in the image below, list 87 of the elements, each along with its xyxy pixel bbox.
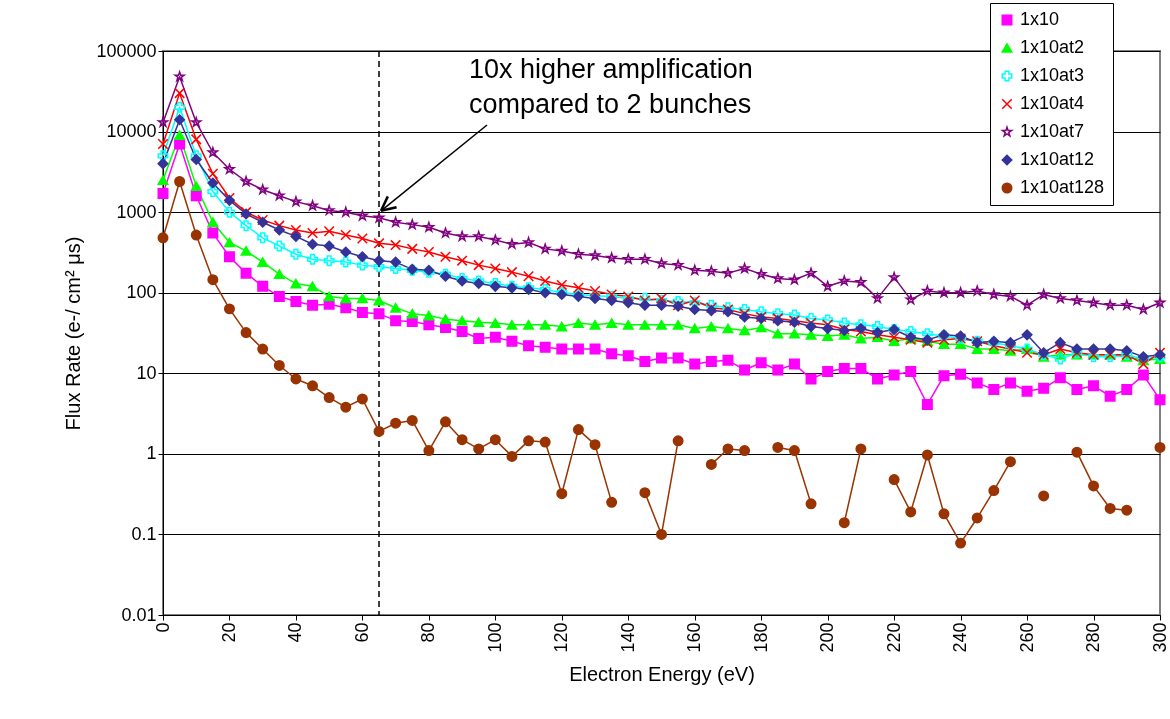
point	[373, 425, 385, 437]
point	[838, 517, 850, 529]
x-tick-label: 80	[418, 622, 439, 643]
point	[722, 443, 734, 455]
y-tick-label: 100	[126, 282, 157, 303]
point	[257, 343, 269, 355]
point	[556, 488, 568, 500]
legend-label: 1x10	[1020, 9, 1060, 29]
point	[356, 393, 368, 405]
point	[656, 528, 667, 540]
point	[971, 512, 983, 524]
x-tick-label: 100	[484, 622, 505, 653]
x-tick-label: 180	[750, 622, 771, 653]
y-tick-label: 0.01	[121, 604, 157, 625]
legend-label: 1x10at2	[1020, 37, 1085, 57]
x-tick-label: 160	[684, 622, 705, 653]
point	[1038, 490, 1050, 502]
point	[439, 416, 451, 428]
point	[955, 537, 967, 549]
point	[589, 439, 601, 451]
point	[938, 508, 950, 520]
x-tick-label: 240	[950, 622, 971, 653]
point	[307, 380, 319, 392]
y-tick-label: 0.1	[131, 523, 157, 544]
point	[174, 176, 186, 187]
point	[639, 487, 651, 499]
x-tick-label: 300	[1149, 622, 1170, 653]
point	[1004, 456, 1016, 468]
point	[506, 450, 518, 462]
point	[523, 435, 535, 447]
x-tick-label: 220	[883, 622, 904, 653]
annotation: 10x higher amplification compared to 2 bunches	[469, 54, 753, 119]
point	[672, 435, 684, 447]
point	[772, 441, 784, 453]
legend-label: 1x10at4	[1020, 93, 1085, 113]
point	[1088, 480, 1100, 492]
x-axis-title: Electron Energy (eV)	[569, 662, 755, 685]
point	[190, 229, 202, 241]
point	[1071, 446, 1083, 458]
point	[456, 434, 468, 446]
point	[788, 445, 800, 457]
point	[739, 445, 751, 457]
x-tick-label: 20	[218, 622, 239, 643]
point	[323, 392, 335, 404]
point	[406, 414, 418, 426]
y-tick-label: 1	[146, 443, 157, 464]
point	[423, 445, 435, 457]
point	[988, 485, 1000, 497]
legend-label: 1x10at7	[1020, 121, 1085, 141]
point	[473, 443, 485, 455]
point	[888, 474, 900, 486]
point	[539, 436, 551, 448]
x-tick-label: 280	[1083, 622, 1104, 653]
y-tick-label: 10000	[106, 121, 157, 142]
point	[855, 443, 867, 455]
x-tick-label: 40	[285, 622, 306, 643]
point	[240, 327, 252, 339]
point	[207, 274, 219, 286]
point	[223, 303, 235, 315]
y-axis-title: Flux Rate (e-/ cm² μs)	[62, 236, 85, 431]
point	[489, 434, 501, 446]
x-tick-label: 260	[1016, 622, 1037, 653]
point	[1121, 504, 1133, 516]
point	[705, 458, 717, 470]
y-tick-label: 10	[136, 362, 157, 383]
point	[157, 232, 169, 244]
x-tick-label: 60	[351, 622, 372, 643]
point	[606, 496, 618, 508]
point	[905, 506, 917, 518]
point	[572, 424, 584, 436]
y-tick-label: 1000	[116, 201, 157, 222]
point	[290, 373, 302, 385]
x-tick-label: 120	[551, 622, 572, 653]
y-tick-label: 100000	[96, 40, 157, 61]
point	[1154, 441, 1166, 453]
point	[390, 417, 402, 429]
point	[273, 359, 285, 371]
legend-label: 1x10at128	[1020, 177, 1105, 197]
point	[340, 401, 352, 413]
legend-label: 1x10at3	[1020, 65, 1085, 85]
point	[805, 498, 817, 510]
legend-label: 1x10at12	[1020, 149, 1095, 169]
x-tick-label: 200	[817, 622, 838, 653]
point	[921, 449, 933, 461]
x-tick-label: 140	[617, 622, 638, 653]
x-tick-label: 0	[152, 622, 173, 633]
point	[1104, 502, 1116, 514]
